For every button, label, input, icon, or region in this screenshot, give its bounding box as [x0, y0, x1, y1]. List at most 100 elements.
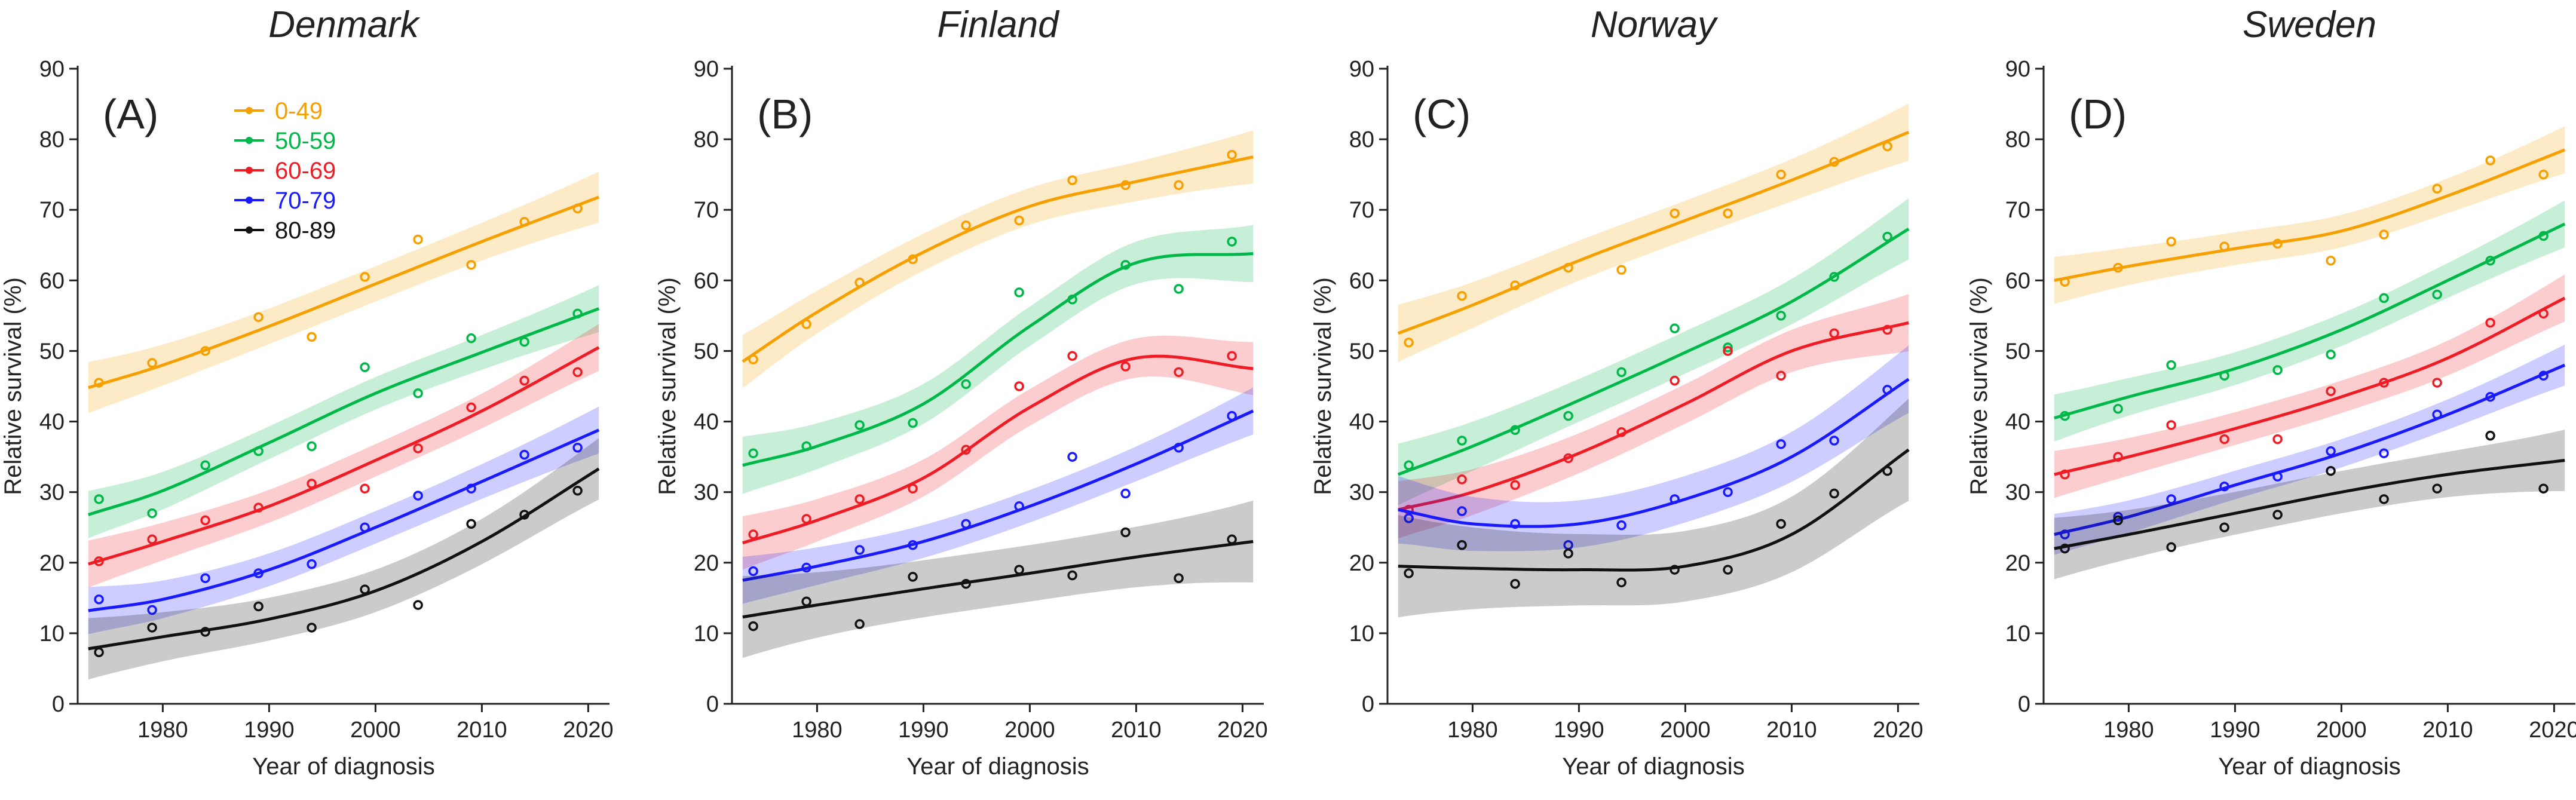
data-point-50-59: [2113, 404, 2123, 414]
series-50-59: [742, 225, 1254, 494]
ci-band-0-49: [2054, 126, 2565, 304]
series-0-49: [2054, 126, 2566, 304]
data-point-60-69: [360, 483, 370, 494]
data-point-0-49: [1067, 175, 1077, 185]
data-point-0-49: [1563, 262, 1573, 273]
data-point-0-49: [1776, 169, 1786, 180]
panel-label: (C): [1413, 91, 1471, 137]
data-point-0-49: [1670, 208, 1680, 219]
data-point-60-69: [1457, 474, 1467, 485]
data-point-0-49: [748, 354, 758, 364]
series-80-89: [742, 500, 1254, 658]
data-point-0-49: [572, 203, 583, 214]
panel-label: (B): [757, 91, 813, 137]
data-point-70-79: [200, 573, 210, 584]
data-point-70-79: [147, 605, 157, 615]
ci-band-80-89: [1398, 399, 1909, 618]
legend-marker-0-49: [246, 107, 253, 114]
legend-label-0-49: 0-49: [275, 98, 323, 124]
data-point-80-89: [1563, 548, 1573, 559]
data-point-0-49: [147, 358, 157, 368]
x-tick-label: 1990: [1554, 718, 1604, 743]
data-point-60-69: [1014, 381, 1024, 391]
y-tick-label: 40: [1349, 410, 1374, 435]
data-point-0-49: [1404, 338, 1414, 348]
y-tick-label: 90: [2005, 57, 2030, 82]
series-60-69: [88, 324, 600, 588]
data-point-70-79: [572, 443, 583, 453]
data-point-80-89: [1723, 565, 1733, 575]
series-50-59: [88, 285, 600, 538]
data-point-50-59: [1067, 294, 1077, 305]
data-point-50-59: [2272, 365, 2283, 375]
data-point-70-79: [413, 491, 423, 501]
data-point-0-49: [908, 254, 918, 265]
data-point-0-49: [2272, 238, 2283, 249]
y-tick-label: 0: [2018, 692, 2030, 717]
data-point-50-59: [360, 362, 370, 372]
data-point-60-69: [908, 483, 918, 494]
data-point-80-89: [1014, 565, 1024, 575]
data-point-80-89: [2219, 522, 2229, 532]
y-tick-label: 80: [694, 127, 719, 152]
x-tick-label: 2010: [2422, 718, 2473, 743]
x-tick-label: 1980: [137, 718, 188, 743]
data-point-70-79: [2538, 370, 2549, 381]
data-point-80-89: [360, 584, 370, 594]
data-point-60-69: [1067, 351, 1077, 361]
fit-line-60-69: [88, 346, 600, 566]
data-point-50-59: [307, 441, 317, 452]
data-point-60-69: [1670, 375, 1680, 386]
x-tick-label: 2020: [2529, 718, 2576, 743]
data-point-60-69: [2060, 469, 2070, 480]
panel-label: (A): [103, 91, 158, 137]
fit-line-50-59: [1397, 227, 1910, 476]
data-point-70-79: [2432, 409, 2442, 419]
y-tick-label: 40: [694, 410, 719, 435]
data-point-70-79: [1723, 487, 1733, 497]
data-point-50-59: [854, 420, 865, 430]
data-point-0-49: [94, 378, 104, 388]
x-tick-label: 2020: [1873, 718, 1923, 743]
data-point-70-79: [1829, 436, 1839, 446]
data-point-80-89: [2326, 465, 2336, 476]
data-point-80-89: [94, 647, 104, 658]
legend-marker-80-89: [246, 226, 253, 234]
data-point-80-89: [1776, 519, 1786, 529]
data-point-80-89: [466, 519, 476, 529]
data-point-0-49: [1014, 215, 1024, 226]
data-point-60-69: [2166, 420, 2176, 430]
series-0-49: [742, 130, 1254, 388]
x-tick-label: 2020: [1217, 718, 1268, 743]
legend-marker-70-79: [246, 197, 253, 204]
data-point-50-59: [2432, 289, 2442, 300]
data-point-60-69: [1120, 361, 1131, 372]
data-point-60-69: [2379, 378, 2389, 388]
data-point-80-89: [253, 601, 264, 612]
y-tick-label: 70: [2005, 198, 2030, 223]
ci-band-60-69: [88, 324, 599, 588]
data-point-0-49: [1829, 157, 1839, 167]
y-tick-label: 70: [1349, 198, 1374, 223]
data-point-80-89: [2060, 543, 2070, 554]
data-point-80-89: [801, 596, 811, 606]
series-50-59: [1397, 198, 1910, 505]
data-point-0-49: [1227, 149, 1237, 160]
x-tick-label: 1990: [898, 718, 949, 743]
ci-band-0-49: [742, 130, 1254, 388]
series-0-49: [88, 171, 600, 413]
series-60-69: [1398, 294, 1909, 539]
fit-line-70-79: [88, 428, 600, 612]
data-point-70-79: [1014, 501, 1024, 511]
data-point-70-79: [1670, 494, 1680, 504]
y-tick-label: 20: [39, 551, 65, 576]
y-tick-label: 20: [694, 551, 719, 576]
data-point-60-69: [2432, 378, 2442, 388]
series-60-69: [742, 335, 1254, 570]
data-point-80-89: [2113, 515, 2123, 526]
data-point-80-89: [2272, 510, 2283, 520]
y-tick-label: 20: [1349, 551, 1374, 576]
y-tick-label: 70: [694, 198, 719, 223]
x-tick-label: 1980: [792, 718, 843, 743]
x-tick-label: 2000: [2316, 718, 2367, 743]
